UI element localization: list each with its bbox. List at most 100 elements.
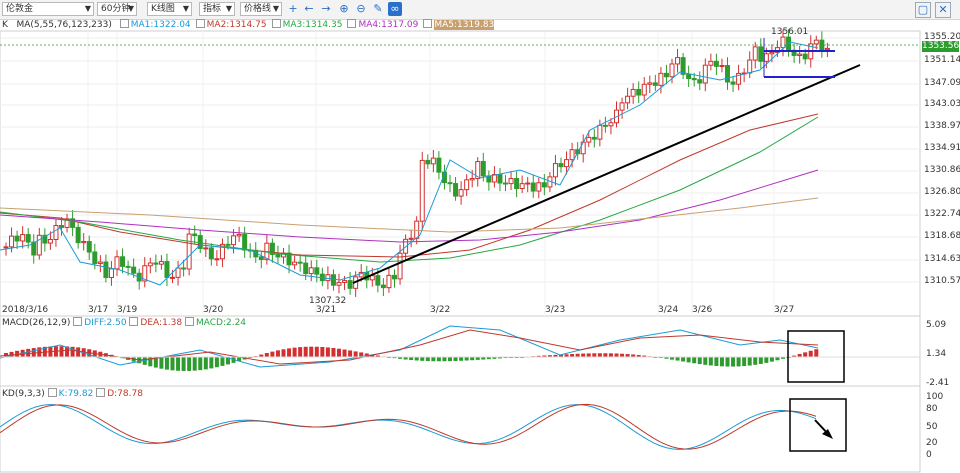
crosshair-icon[interactable]: +: [288, 2, 298, 15]
kd-arrow-line: [814, 419, 831, 437]
macd-bar: [398, 357, 403, 359]
macd-bar: [608, 353, 613, 357]
indicator-select[interactable]: 指标 ▼: [199, 2, 235, 16]
period-select[interactable]: 60分钟 ▼: [97, 2, 137, 16]
macd-bar: [109, 354, 114, 357]
price-tick: 1343.03: [924, 99, 960, 109]
candle-body: [386, 274, 392, 289]
macd-bar: [775, 357, 780, 361]
macd-bar: [542, 355, 547, 357]
candle-body: [364, 271, 370, 281]
candle-body: [14, 235, 20, 242]
macd-bar: [603, 353, 608, 357]
low-price-label: 1307.32: [309, 296, 347, 306]
candle-body: [652, 82, 658, 86]
line-type-select-value: 价格线: [244, 4, 272, 14]
macd-bar: [270, 351, 275, 357]
candle-body: [713, 60, 719, 67]
macd-bar: [781, 357, 785, 359]
window-restore-icon[interactable]: ▢: [915, 2, 931, 18]
candle-body: [120, 256, 126, 267]
candle-body: [347, 280, 353, 289]
macd-bar: [20, 349, 25, 357]
ma2-line: [0, 113, 819, 258]
kd-k: K:79.82: [58, 389, 94, 399]
price-tick: 1351.14: [924, 55, 960, 65]
candle-body: [491, 174, 497, 183]
candle-body: [247, 249, 253, 252]
macd-bar: [503, 357, 508, 359]
macd-bar: [769, 357, 774, 362]
ma4-line: [0, 169, 819, 243]
candle-body: [208, 247, 214, 260]
candle-body: [774, 47, 780, 53]
macd-bar: [42, 346, 47, 357]
price-tick: 1334.91: [924, 143, 960, 153]
candle-body: [253, 249, 259, 258]
arrow-right-icon[interactable]: →: [321, 2, 331, 15]
macd-bar: [359, 352, 364, 357]
candle-body: [358, 271, 364, 278]
macd-bar: [520, 356, 525, 358]
macd-bar: [758, 357, 763, 364]
macd-bar: [575, 353, 580, 357]
candle-body: [403, 238, 409, 254]
symbol-select[interactable]: 伦敦金 ▼: [2, 2, 94, 16]
candle-body: [747, 59, 753, 74]
macd-dea-swatch: [129, 317, 139, 326]
candle-body: [597, 124, 603, 140]
macd-bar: [708, 357, 713, 366]
candle-body: [214, 258, 220, 261]
candle-body: [197, 235, 203, 249]
macd-bar: [287, 348, 292, 357]
macd-bar: [176, 357, 181, 371]
macd-bar: [159, 357, 164, 369]
macd-bar: [597, 353, 602, 357]
macd-bar: [719, 357, 724, 367]
close-icon[interactable]: ✕: [935, 2, 951, 18]
zoom-in-icon[interactable]: ⊕: [339, 2, 349, 15]
macd-bar: [148, 357, 153, 367]
macd-bar: [237, 357, 242, 362]
chevron-down-icon: ▼: [272, 4, 279, 13]
macd-hist: MACD:2.24: [195, 318, 247, 328]
kd-arrow-head: [822, 429, 833, 439]
candle-body: [625, 95, 631, 104]
candle-body: [303, 262, 309, 275]
macd-bar: [475, 357, 480, 360]
candle-body: [591, 136, 597, 140]
candle-body: [558, 163, 564, 168]
price-tick: 1330.86: [924, 165, 960, 175]
indicator-select-value: 指标: [203, 4, 222, 14]
macd-bar: [692, 357, 697, 364]
candle-body: [142, 265, 148, 282]
macd-bar: [103, 353, 108, 357]
macd-bar: [53, 346, 58, 357]
kd-k-line: [0, 404, 817, 450]
candle-body: [380, 284, 386, 289]
macd-bar: [164, 357, 169, 370]
link-icon[interactable]: ∞: [388, 2, 402, 16]
macd-bar: [37, 347, 42, 357]
line-type-select[interactable]: 价格线 ▼: [240, 2, 282, 16]
candle-body: [20, 234, 26, 242]
candle-body: [264, 242, 270, 261]
macd-bar: [808, 350, 813, 357]
chart-type-select[interactable]: K线图 ▼: [147, 2, 192, 16]
pencil-icon[interactable]: ✎: [373, 2, 383, 15]
ma4-swatch: [347, 19, 357, 28]
macd-bar: [348, 350, 353, 357]
candle-body: [286, 252, 292, 266]
candle-body: [153, 262, 159, 265]
macd-bar: [736, 357, 741, 367]
candle-body: [447, 182, 453, 185]
arrow-left-icon[interactable]: ←: [304, 2, 314, 15]
ma5-line: [0, 197, 819, 233]
candle-body: [813, 39, 819, 45]
date-tick: 3/21: [316, 305, 337, 315]
macd-bar: [553, 354, 558, 357]
macd-bar: [331, 348, 336, 357]
macd-bar: [731, 357, 736, 367]
zoom-out-icon[interactable]: ⊖: [356, 2, 366, 15]
